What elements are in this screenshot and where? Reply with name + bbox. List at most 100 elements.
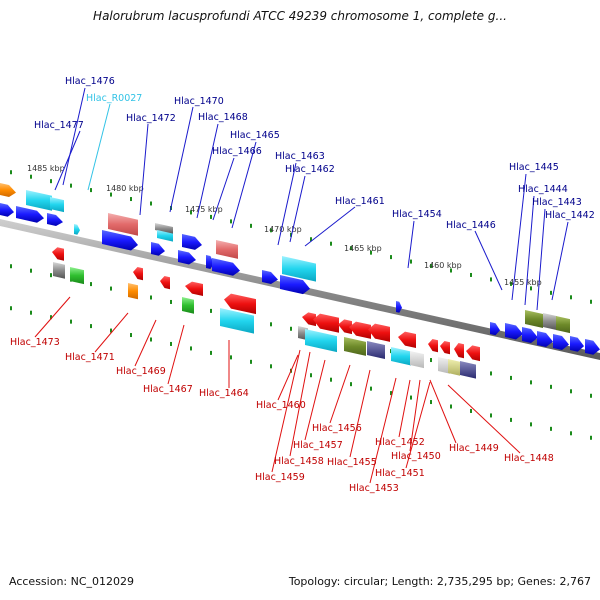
reverse-gene-labels[interactable]: Hlac_1473 Hlac_1471 Hlac_1469 Hlac_1467 … [10,337,554,494]
red-gene[interactable] [302,312,316,327]
gene-label-hlac-1463[interactable]: Hlac_1463 [275,151,325,162]
gene-label-hlac-1448[interactable]: Hlac_1448 [504,453,554,464]
blue-gene[interactable] [280,275,310,295]
gene-label-hlac-1469[interactable]: Hlac_1469 [116,366,166,377]
blue-gene[interactable] [182,234,202,250]
gene-label-hlac-1470[interactable]: Hlac_1470 [174,96,224,107]
cyan-gene[interactable] [391,347,411,366]
gene-label-hlac-1452[interactable]: Hlac_1452 [375,437,425,448]
gene-label-hlac-1473[interactable]: Hlac_1473 [10,337,60,348]
orange-gene[interactable] [0,183,16,197]
gene-label-hlac-1444[interactable]: Hlac_1444 [518,184,568,195]
gene-label-hlac-1462[interactable]: Hlac_1462 [285,164,335,175]
red-gene[interactable] [133,267,143,281]
gene-label-hlac-1472[interactable]: Hlac_1472 [126,113,176,124]
red-gene[interactable] [338,319,352,335]
gene-label-hlac-1449[interactable]: Hlac_1449 [449,443,499,454]
blue-gene[interactable] [490,322,500,336]
red-gene[interactable] [454,343,464,359]
cyan-gene[interactable] [282,256,316,282]
blue-gene[interactable] [47,213,63,226]
green-gene[interactable] [182,297,194,314]
blue-gene[interactable] [16,206,44,223]
gray-gene[interactable] [53,262,65,279]
cyan-gene[interactable] [305,329,337,353]
gene-label-hlac-1451[interactable]: Hlac_1451 [375,468,425,479]
blue-gene[interactable] [212,258,240,276]
blue-gene[interactable] [262,270,278,284]
red-gene[interactable] [224,293,256,315]
gene-label-hlac-1457[interactable]: Hlac_1457 [293,440,343,451]
cyan-gene[interactable] [220,308,254,334]
blue-gene[interactable] [537,331,553,347]
blue-gene[interactable] [553,334,569,350]
red-gene[interactable] [185,281,203,296]
orange-gene[interactable] [128,283,138,300]
khaki-gene[interactable] [448,359,460,376]
pink-gene[interactable] [108,213,138,236]
olive-gene[interactable] [525,310,543,328]
gene-label-hlac-1460[interactable]: Hlac_1460 [256,400,306,411]
gene-label-hlac-1445[interactable]: Hlac_1445 [509,162,559,173]
blue-gene[interactable] [178,250,196,265]
gene-label-hlac-1471[interactable]: Hlac_1471 [65,352,115,363]
gene-label-hlac-1465[interactable]: Hlac_1465 [230,130,280,141]
trna-marker[interactable] [396,301,402,313]
gray-gene[interactable] [543,313,557,331]
gene-label-hlac-1454[interactable]: Hlac_1454 [392,209,442,220]
blue-gene[interactable] [151,242,165,256]
gene-label-hlac-1464[interactable]: Hlac_1464 [199,388,249,399]
gene-label-hlac-1456[interactable]: Hlac_1456 [312,423,362,434]
navy-gene[interactable] [367,341,385,359]
gene-label-hlac-1477[interactable]: Hlac_1477 [34,120,84,131]
red-gene[interactable] [440,341,450,355]
blue-gene[interactable] [585,339,600,355]
red-gene[interactable] [160,276,170,290]
blue-gene[interactable] [505,323,523,340]
blue-gene[interactable] [522,327,538,343]
trna-marker[interactable] [74,224,80,235]
tick-mark [490,413,492,418]
gene-label-hlac-1468[interactable]: Hlac_1468 [198,112,248,123]
cyan-gene[interactable] [157,230,173,242]
tick-mark [470,408,472,413]
light-gene[interactable] [438,357,450,374]
light-gene[interactable] [410,351,424,369]
gene-label-hlac-r0027[interactable]: Hlac_R0027 [86,93,142,104]
gene-label-hlac-1461[interactable]: Hlac_1461 [335,196,385,207]
gene-label-hlac-1453[interactable]: Hlac_1453 [349,483,399,494]
olive-gene[interactable] [556,316,570,334]
gene-label-hlac-1446[interactable]: Hlac_1446 [446,220,496,231]
green-gene[interactable] [70,267,84,285]
red-gene[interactable] [313,313,339,333]
gene-label-hlac-1476[interactable]: Hlac_1476 [65,76,115,87]
gene-label-hlac-1450[interactable]: Hlac_1450 [391,451,441,462]
gene-label-hlac-1467[interactable]: Hlac_1467 [143,384,193,395]
gene-features[interactable] [0,183,600,379]
gene-label-hlac-1466[interactable]: Hlac_1466 [212,146,262,157]
cyan-gene[interactable] [50,197,64,213]
red-gene[interactable] [368,323,390,342]
gene-label-hlac-1458[interactable]: Hlac_1458 [274,456,324,467]
cyan-gene[interactable] [26,190,52,211]
red-gene[interactable] [52,247,64,261]
red-gene[interactable] [466,345,480,362]
tick-mark [210,308,212,313]
pink-gene[interactable] [216,240,238,259]
gene-label-hlac-1459[interactable]: Hlac_1459 [255,472,305,483]
olive-gene[interactable] [344,337,366,356]
gene-label-hlac-1455[interactable]: Hlac_1455 [327,457,377,468]
gene-label-hlac-1442[interactable]: Hlac_1442 [545,210,595,221]
blue-gene[interactable] [570,336,584,352]
gray-gene[interactable] [155,223,173,234]
navy-gene[interactable] [460,361,476,379]
blue-gene[interactable] [0,203,14,217]
red-gene[interactable] [428,339,438,353]
gene-label-hlac-1443[interactable]: Hlac_1443 [532,197,582,208]
blue-gene[interactable] [102,230,138,251]
forward-gene-labels[interactable]: Hlac_1476 Hlac_R0027 Hlac_1477 Hlac_1470… [34,76,595,231]
tick-mark [370,250,372,255]
red-gene[interactable] [398,331,416,348]
red-gene[interactable] [349,321,371,339]
